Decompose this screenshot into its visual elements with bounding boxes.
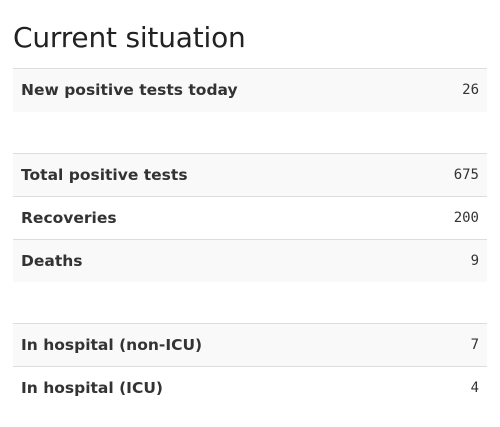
stat-label: New positive tests today (13, 68, 377, 112)
current-situation-section: Current situation New positive tests tod… (13, 0, 487, 410)
stat-value: 9 (377, 238, 487, 282)
table-row: In hospital (ICU) 4 (13, 366, 487, 410)
stat-label: Deaths (13, 238, 377, 282)
new-cases-table: New positive tests today 26 (13, 68, 487, 112)
totals-table: Total positive tests 675 Recoveries 200 … (13, 152, 487, 282)
table-spacer (13, 282, 487, 323)
stat-label: Recoveries (13, 195, 377, 239)
table-row: Deaths 9 (13, 238, 487, 282)
stat-value: 675 (377, 152, 487, 196)
stat-label: In hospital (ICU) (13, 366, 377, 410)
stat-label: Total positive tests (13, 152, 377, 196)
stat-value: 200 (377, 195, 487, 239)
stat-value: 4 (377, 366, 487, 410)
table-row: Recoveries 200 (13, 195, 487, 239)
table-spacer (13, 112, 487, 153)
hospital-table: In hospital (non-ICU) 7 In hospital (ICU… (13, 323, 487, 410)
stat-label: In hospital (non-ICU) (13, 323, 377, 367)
stat-value: 26 (377, 68, 487, 112)
page-title: Current situation (13, 21, 246, 54)
table-row: New positive tests today 26 (13, 68, 487, 112)
table-row: In hospital (non-ICU) 7 (13, 323, 487, 367)
table-row: Total positive tests 675 (13, 152, 487, 196)
stat-value: 7 (377, 323, 487, 367)
